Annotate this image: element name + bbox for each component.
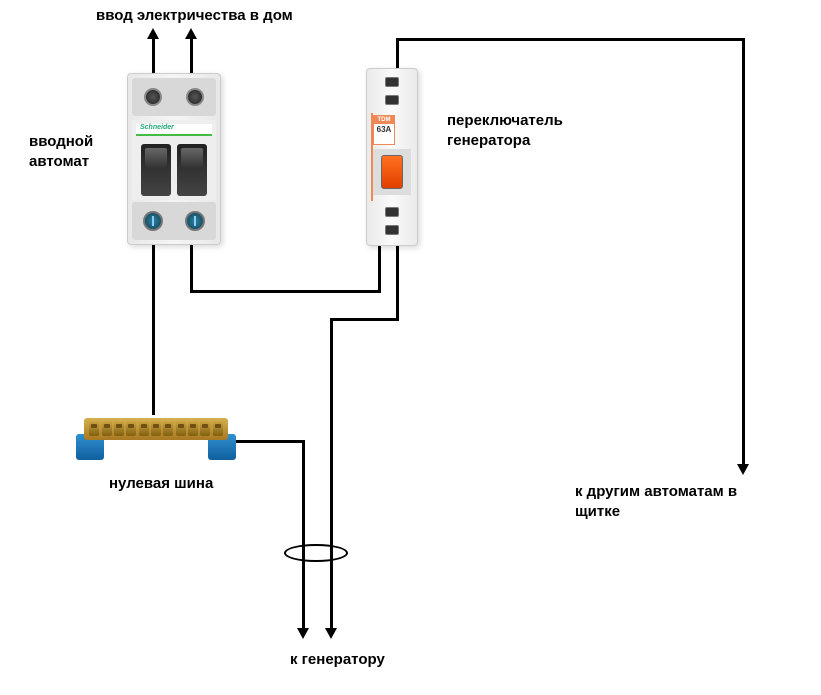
breaker-switch-N bbox=[177, 144, 207, 196]
wire-breaker-to-transfer-v bbox=[190, 245, 193, 293]
transfer-terminal-3 bbox=[385, 207, 399, 217]
breaker-terminal-in-N bbox=[186, 88, 204, 106]
label-to-generator: к генератору bbox=[290, 650, 385, 670]
main-circuit-breaker: Schneider bbox=[127, 73, 221, 245]
label-power-input: ввод электричества в дом bbox=[96, 6, 293, 26]
wire-transfer-to-gen-h bbox=[330, 318, 398, 321]
busbar-screw bbox=[89, 422, 99, 436]
wire-breaker-to-transfer-v2 bbox=[378, 243, 381, 293]
wire-transfer-to-others-v2 bbox=[742, 38, 745, 466]
busbar-screw bbox=[188, 422, 198, 436]
label-transfer-switch: переключатель генератора bbox=[447, 111, 563, 150]
busbar-screw bbox=[176, 422, 186, 436]
breaker-switch-L bbox=[141, 144, 171, 196]
transfer-bottom-terminals bbox=[373, 203, 411, 239]
busbar-screw bbox=[114, 422, 124, 436]
transfer-terminal-4 bbox=[385, 225, 399, 235]
busbar-screw bbox=[102, 422, 112, 436]
busbar-screw bbox=[213, 422, 223, 436]
busbar-rail bbox=[84, 418, 228, 440]
wire-gen-L bbox=[330, 318, 333, 630]
busbar-screw bbox=[151, 422, 161, 436]
transfer-rating-label: TDM 63A bbox=[373, 115, 395, 145]
wire-transfer-to-others-v1 bbox=[396, 38, 399, 71]
wire-breaker-to-bus bbox=[152, 245, 155, 415]
busbar-screw bbox=[200, 422, 210, 436]
transfer-terminal-2 bbox=[385, 95, 399, 105]
transfer-rating: 63A bbox=[377, 125, 392, 134]
busbar-screw bbox=[126, 422, 136, 436]
generator-transfer-switch: TDM 63A bbox=[366, 68, 418, 246]
breaker-bottom-terminals bbox=[132, 202, 216, 240]
busbar-screw bbox=[139, 422, 149, 436]
wire-input-arrow-R bbox=[190, 37, 193, 77]
wire-transfer-to-others-h bbox=[396, 38, 744, 41]
transfer-toggle-icon bbox=[381, 155, 403, 189]
breaker-brand-label: Schneider bbox=[136, 124, 212, 136]
wire-bus-to-gen-h bbox=[224, 440, 304, 443]
breaker-body: Schneider bbox=[132, 120, 216, 200]
label-neutral-bus: нулевая шина bbox=[109, 474, 213, 494]
cable-tie-icon bbox=[284, 544, 348, 562]
transfer-body bbox=[373, 149, 411, 195]
wire-gen-N bbox=[302, 440, 305, 630]
busbar-screw bbox=[163, 422, 173, 436]
transfer-top-terminals bbox=[373, 73, 411, 109]
label-main-breaker: вводной автомат bbox=[29, 132, 93, 171]
label-to-other-breakers: к другим автоматам в щитке bbox=[575, 482, 737, 521]
neutral-bus-bar bbox=[76, 408, 236, 460]
transfer-terminal-1 bbox=[385, 77, 399, 87]
breaker-terminal-in-L bbox=[144, 88, 162, 106]
wire-breaker-to-transfer-h bbox=[190, 290, 380, 293]
wire-input-arrow-L bbox=[152, 37, 155, 77]
transfer-brand: TDM bbox=[374, 116, 394, 124]
breaker-top-terminals bbox=[132, 78, 216, 116]
breaker-switches bbox=[138, 144, 210, 196]
wire-transfer-to-gen-v1 bbox=[396, 243, 399, 321]
breaker-terminal-out-L bbox=[143, 211, 163, 231]
breaker-terminal-out-N bbox=[185, 211, 205, 231]
